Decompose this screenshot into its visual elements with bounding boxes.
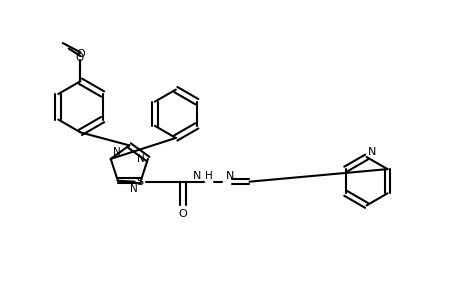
Text: N: N bbox=[113, 147, 120, 157]
Text: H: H bbox=[205, 171, 212, 181]
Text: O: O bbox=[179, 209, 187, 219]
Text: O: O bbox=[76, 49, 85, 59]
Text: N: N bbox=[138, 154, 145, 164]
Text: N: N bbox=[367, 147, 376, 157]
Text: N: N bbox=[130, 185, 138, 194]
Text: O: O bbox=[75, 53, 83, 62]
Text: S: S bbox=[137, 177, 144, 187]
Text: N: N bbox=[226, 171, 234, 181]
Text: N: N bbox=[193, 171, 201, 181]
